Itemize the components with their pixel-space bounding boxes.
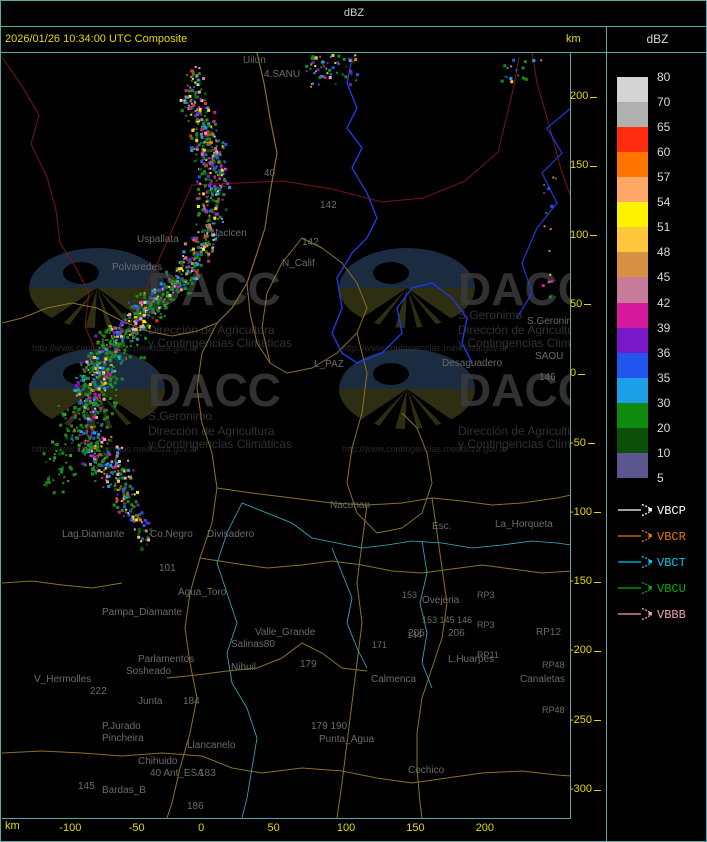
svg-text:144: 144: [407, 630, 422, 640]
svg-text:V_Hermolles: V_Hermolles: [34, 674, 91, 685]
svg-text:Agua_Toro: Agua_Toro: [178, 587, 227, 598]
svg-text:183: 183: [199, 768, 216, 779]
svg-text:142: 142: [320, 200, 337, 211]
svg-text:S.Geronimo: S.Geronimo: [527, 316, 570, 327]
svg-text:Junta: Junta: [138, 696, 163, 707]
svg-text:153 145 146: 153 145 146: [422, 615, 472, 625]
svg-text:Desaguadero: Desaguadero: [442, 358, 502, 369]
svg-text:Chihuido: Chihuido: [138, 756, 178, 767]
svg-text:Parlamentos: Parlamentos: [138, 654, 194, 665]
svg-text:V.Nacicen: V.Nacicen: [202, 228, 247, 239]
svg-text:222: 222: [90, 686, 107, 697]
svg-text:171: 171: [372, 640, 387, 650]
svg-text:http://www.contingencias.mendo: http://www.contingencias.mendoza.gov.ar: [342, 444, 507, 454]
svg-text:Cochico: Cochico: [408, 765, 445, 776]
svg-text:186: 186: [187, 801, 204, 812]
svg-text:RP48: RP48: [542, 705, 565, 715]
svg-text:Valle_Grande: Valle_Grande: [255, 627, 316, 638]
svg-text:101: 101: [159, 563, 176, 574]
svg-text:S.Geronimo: S.Geronimo: [148, 409, 212, 423]
svg-text:S.Geronimo: S.Geronimo: [458, 308, 522, 322]
svg-text:Divisadero: Divisadero: [207, 529, 255, 540]
svg-text:40 Ant_ESA: 40 Ant_ESA: [150, 768, 204, 779]
svg-text:184: 184: [183, 696, 200, 707]
svg-text:179: 179: [300, 659, 317, 670]
svg-text:Polvaredes: Polvaredes: [112, 262, 162, 273]
svg-text:Pampa_Diamante: Pampa_Diamante: [102, 607, 182, 618]
svg-text:SAOU: SAOU: [535, 351, 563, 362]
svg-text:Bardas_B: Bardas_B: [102, 785, 146, 796]
svg-text:Dirección de Agricultura: Dirección de Agricultura: [458, 424, 570, 438]
svg-text:179 190: 179 190: [311, 721, 348, 732]
svg-text:Co.Negro: Co.Negro: [150, 529, 193, 540]
svg-text:Calmenca: Calmenca: [371, 674, 416, 685]
svg-text:40: 40: [264, 168, 276, 179]
svg-text:206: 206: [448, 628, 465, 639]
svg-text:145: 145: [78, 781, 95, 792]
svg-text:Salinas80: Salinas80: [231, 639, 275, 650]
svg-text:Canaletas: Canaletas: [520, 674, 565, 685]
svg-text:Dirección de Agricultura: Dirección de Agricultura: [148, 424, 275, 438]
svg-text:http://www.contingencias.mendo: http://www.contingencias.mendoza.gov.ar: [342, 343, 507, 353]
svg-text:Punta_Agua: Punta_Agua: [319, 734, 374, 745]
svg-text:Nihuil: Nihuil: [231, 662, 256, 673]
svg-text:Lag.Diamante: Lag.Diamante: [62, 529, 125, 540]
svg-text:Uilun: Uilun: [243, 55, 266, 66]
svg-text:Esc.: Esc.: [432, 521, 451, 532]
svg-text:La_Horqueta: La_Horqueta: [495, 519, 553, 530]
svg-text:RP11: RP11: [477, 650, 499, 660]
svg-text:RP12: RP12: [536, 627, 561, 638]
svg-text:153: 153: [402, 590, 417, 600]
svg-text:RP3: RP3: [477, 590, 495, 600]
svg-text:P.Jurado: P.Jurado: [102, 721, 141, 732]
svg-text:L_PAZ: L_PAZ: [314, 359, 344, 370]
svg-text:Sosheado: Sosheado: [126, 666, 171, 677]
svg-text:146: 146: [539, 372, 556, 383]
svg-text:Llancanelo: Llancanelo: [187, 740, 236, 751]
svg-text:RP48: RP48: [542, 660, 565, 670]
svg-text:142: 142: [302, 237, 319, 248]
svg-text:Pincheira: Pincheira: [102, 733, 144, 744]
svg-text:Nacunan: Nacunan: [330, 500, 370, 511]
svg-text:Ovejeria: Ovejeria: [422, 595, 460, 606]
svg-text:Uspallata: Uspallata: [137, 234, 179, 245]
svg-text:RP3: RP3: [477, 620, 495, 630]
svg-text:N_Calif: N_Calif: [282, 258, 315, 269]
svg-text:4.SANU: 4.SANU: [264, 69, 300, 80]
